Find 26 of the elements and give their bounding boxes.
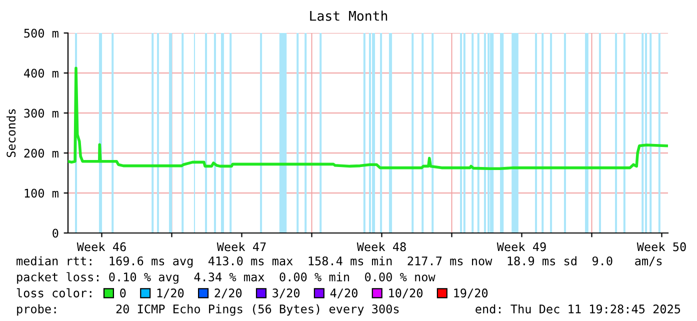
y-tick-label: 400 m	[24, 68, 58, 78]
y-tick-label: 200 m	[24, 148, 58, 158]
legend-title: loss color:	[16, 288, 92, 298]
text: probe: 20 ICMP Echo Pings (56 Bytes) every 300s	[17, 304, 399, 316]
x-tick-label: Week 48	[356, 242, 406, 252]
chart-title: Last Month	[310, 10, 388, 21]
x-tick-label: Week 47	[216, 242, 266, 252]
legend-label: 0	[120, 288, 126, 298]
legend-label: 2/20	[214, 288, 242, 298]
legend-label: 10/20	[389, 288, 423, 298]
y-tick-label: 100 m	[24, 188, 58, 198]
y-tick-label: 0	[52, 228, 58, 238]
x-tick-label: Week 50	[636, 242, 686, 252]
legend-label: 3/20	[272, 288, 300, 298]
line-series	[68, 66, 668, 170]
text: packet loss: 0.10 % avg 4.34 % max 0.00 % min 0.00 % now	[17, 272, 436, 284]
legend-label: 19/20	[454, 288, 488, 298]
legend-label: 1/20	[157, 288, 184, 298]
x-tick-label: Week 49	[496, 242, 546, 252]
y-axis-title: Seconds	[6, 109, 16, 158]
x-tick-label: Week 46	[76, 242, 126, 252]
legend-label: 4/20	[330, 288, 358, 298]
text: end: Thu Dec 11 19:28:45 2025	[476, 304, 680, 314]
text: median rtt: 169.6 ms avg 413.0 ms max 158.4 ms min 217.7 ms now 18.9 ms sd 9.0 am/s	[16, 256, 662, 268]
y-tick-label: 500 m	[24, 28, 58, 38]
y-tick-label: 300 m	[24, 108, 58, 118]
